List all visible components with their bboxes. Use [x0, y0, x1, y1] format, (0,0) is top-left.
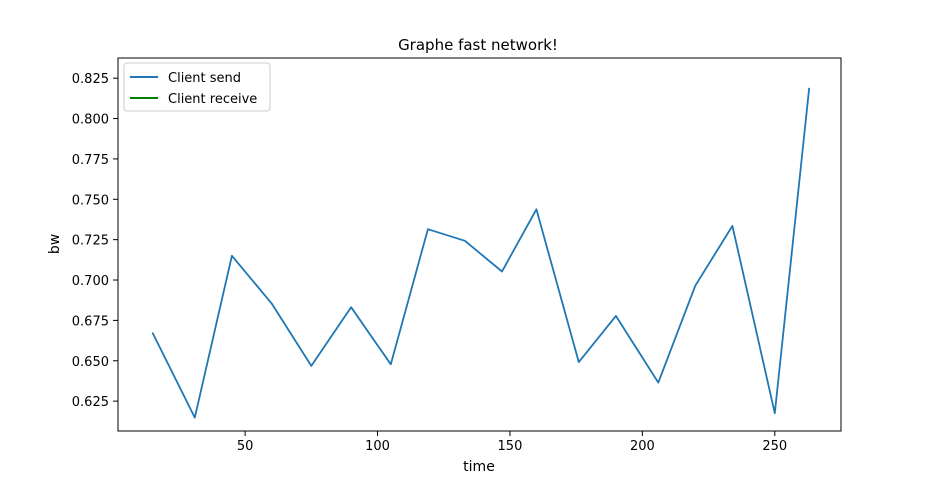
y-tick-label: 0.800: [72, 113, 109, 128]
series-lines: [151, 87, 811, 419]
series-line-client-send: [151, 87, 811, 419]
x-tick-label: 100: [365, 439, 390, 454]
legend-label-client-receive: Client receive: [168, 92, 257, 107]
plot-frame: [117, 57, 842, 432]
axis-ticks: 50 100 150 200 250 0.625 0.650 0.675 0.700 0.725 0…: [72, 72, 787, 454]
legend-label-client-send: Client send: [168, 71, 241, 86]
y-tick-label: 0.675: [72, 314, 109, 329]
plot-area: [118, 58, 841, 431]
x-tick-label: 150: [498, 439, 523, 454]
y-tick-label: 0.725: [72, 234, 109, 249]
y-tick-label: 0.700: [72, 274, 109, 289]
legend-box: [123, 62, 271, 112]
x-tick-label: 50: [237, 439, 254, 454]
legend: Client send Client receive: [123, 62, 271, 112]
x-tick-label: 250: [762, 439, 787, 454]
chart-title: Graphe fast network!: [398, 36, 558, 54]
y-tick-label: 0.825: [72, 72, 109, 87]
y-tick-label: 0.650: [72, 355, 109, 370]
x-axis-label: time: [463, 459, 495, 475]
y-tick-label: 0.625: [72, 395, 109, 410]
y-axis-label: bw: [47, 234, 63, 254]
y-tick-label: 0.775: [72, 153, 109, 168]
y-tick-label: 0.750: [72, 193, 109, 208]
x-tick-label: 200: [630, 439, 655, 454]
